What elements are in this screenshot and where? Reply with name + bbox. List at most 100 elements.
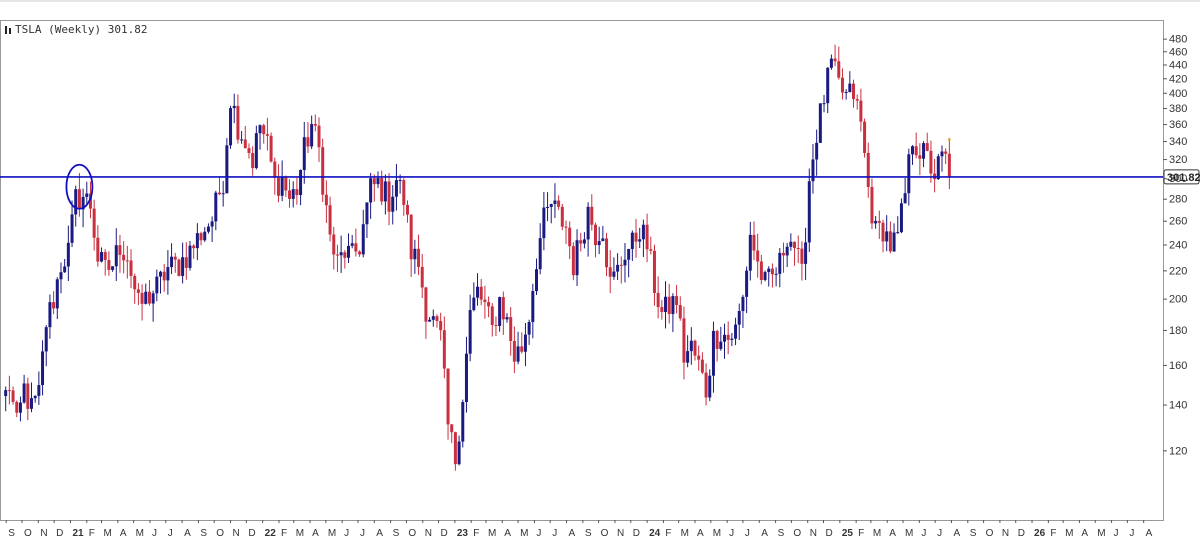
chart-title: TSLA (Weekly) 301.82 bbox=[4, 23, 147, 36]
candle bbox=[527, 319, 531, 345]
candle-body bbox=[442, 330, 446, 369]
x-tick-label: 22 bbox=[265, 528, 277, 539]
x-tick-label: A bbox=[504, 528, 511, 539]
candle bbox=[273, 157, 277, 195]
x-tick-label: A bbox=[889, 528, 896, 539]
candle bbox=[553, 183, 557, 218]
candle-body bbox=[472, 297, 476, 311]
candle bbox=[840, 68, 844, 100]
candle bbox=[711, 321, 715, 393]
candle-body bbox=[74, 189, 78, 215]
candle-body bbox=[4, 390, 8, 397]
candle-body bbox=[538, 238, 542, 270]
candle-body bbox=[439, 321, 443, 331]
candle bbox=[863, 118, 867, 158]
candle-body bbox=[487, 302, 491, 307]
candle bbox=[347, 233, 351, 264]
candle-body bbox=[734, 324, 738, 339]
x-tick-label: S bbox=[585, 528, 592, 539]
candle-body bbox=[476, 286, 480, 298]
candle bbox=[899, 198, 903, 234]
candle bbox=[734, 317, 738, 346]
candle bbox=[848, 71, 852, 93]
candle-body bbox=[173, 256, 177, 260]
candle-body bbox=[852, 83, 856, 100]
candle-body bbox=[122, 254, 126, 261]
candle bbox=[269, 132, 273, 163]
candle bbox=[815, 129, 819, 176]
y-tick-label: 200 bbox=[1169, 294, 1187, 306]
candle bbox=[638, 227, 642, 248]
candle-body bbox=[947, 153, 951, 177]
candle bbox=[85, 181, 89, 206]
x-axis: S O N D 21 F M A M J J A S O N D 22 F M A M J J A S O N D 23 F M A M J J A S… bbox=[0, 520, 1163, 539]
candle-body bbox=[483, 299, 487, 303]
x-tick-label: O bbox=[986, 528, 994, 539]
candle-body bbox=[214, 192, 218, 222]
candle bbox=[612, 257, 616, 280]
y-tick-label: 360 bbox=[1169, 119, 1187, 131]
candle bbox=[428, 317, 432, 322]
candle-body bbox=[48, 302, 52, 328]
candle bbox=[413, 239, 417, 274]
candle-body bbox=[22, 383, 26, 403]
candle bbox=[560, 203, 564, 231]
candle bbox=[240, 131, 244, 144]
candle-body bbox=[892, 232, 896, 252]
candle-body bbox=[339, 252, 343, 256]
candle-body bbox=[586, 206, 590, 240]
candle-body bbox=[675, 296, 679, 305]
x-tick-label: M bbox=[488, 528, 496, 539]
candle-body bbox=[114, 245, 118, 267]
x-tick-label: M bbox=[1097, 528, 1105, 539]
candle-body bbox=[181, 257, 185, 276]
candle-body bbox=[103, 252, 107, 261]
candle bbox=[181, 242, 185, 284]
candle-body bbox=[745, 270, 749, 297]
x-tick-label: 23 bbox=[457, 528, 469, 539]
candle-body bbox=[774, 273, 778, 275]
candle-body bbox=[612, 271, 616, 277]
x-tick-label: S bbox=[393, 528, 400, 539]
candle-body bbox=[328, 205, 332, 235]
candle bbox=[575, 229, 579, 286]
candle bbox=[564, 220, 568, 245]
candle bbox=[339, 235, 343, 273]
candle bbox=[265, 117, 269, 151]
candle bbox=[33, 395, 37, 403]
candle bbox=[199, 231, 203, 246]
candle-body bbox=[133, 275, 137, 290]
candle bbox=[697, 345, 701, 371]
x-tick-label: 24 bbox=[649, 528, 661, 539]
candle-body bbox=[837, 61, 841, 78]
candle bbox=[358, 250, 362, 257]
candle bbox=[833, 44, 837, 67]
candle-body bbox=[715, 330, 719, 349]
candle bbox=[424, 286, 428, 339]
candle bbox=[464, 336, 468, 413]
candle-body bbox=[546, 206, 550, 208]
candle bbox=[641, 219, 645, 257]
candle-body bbox=[7, 390, 11, 392]
candle bbox=[520, 332, 524, 354]
candle-body bbox=[815, 142, 819, 160]
candle bbox=[144, 283, 148, 305]
candle bbox=[715, 329, 719, 362]
candle-body bbox=[302, 137, 306, 170]
candle-body bbox=[291, 189, 295, 199]
candle-body bbox=[37, 385, 41, 396]
candle bbox=[468, 294, 472, 362]
highlight-circle bbox=[65, 163, 94, 210]
candle-body bbox=[664, 296, 668, 312]
x-tick-label: O bbox=[408, 528, 416, 539]
candle bbox=[262, 123, 266, 144]
candle bbox=[542, 191, 546, 251]
candle-body bbox=[450, 424, 454, 433]
candle bbox=[885, 215, 889, 252]
candle bbox=[221, 180, 225, 207]
candle-body bbox=[922, 143, 926, 159]
candle-body bbox=[582, 239, 586, 244]
candle bbox=[417, 234, 421, 276]
candle bbox=[405, 200, 409, 223]
candle bbox=[365, 202, 369, 238]
